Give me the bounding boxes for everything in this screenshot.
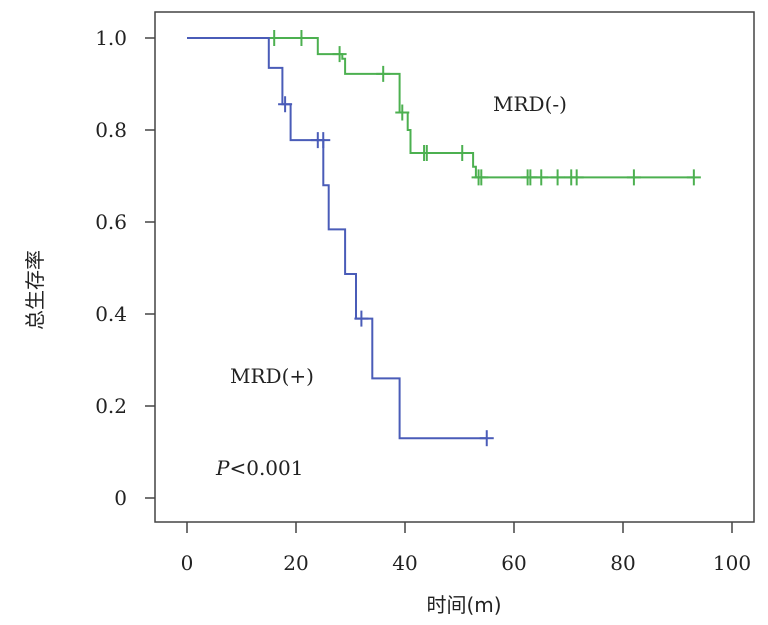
x-tick-label: 100 [713,551,751,575]
x-tick-label: 60 [501,551,526,575]
mrd-positive-label: MRD(+) [230,364,314,388]
mrd-positive-curve [187,37,487,440]
x-tick-label: 20 [283,551,308,575]
y-axis-title: 总生存率 [23,250,47,330]
mrd-positive-censor-mark [354,310,369,327]
mrd-negative-curve [187,37,694,179]
y-tick-label: 0.2 [95,394,127,418]
mrd-positive-censor-mark [479,430,494,447]
mrd-negative-censor-mark [686,169,701,186]
y-tick-label: 0.8 [95,118,127,142]
mrd-negative-censor-mark [294,30,309,46]
p-letter: P [215,456,230,480]
p-value-label: P<0.001 [215,456,303,480]
mrd-negative-censor-mark [332,46,347,63]
mrd-negative-censor-mark [419,145,434,161]
mrd-negative-censor-mark [395,104,410,121]
mrd-positive-censor-mark [278,96,293,113]
mrd-negative-censor-mark [474,169,489,186]
x-axis: 0 20 40 60 80 100 [181,522,751,575]
mrd-negative-censor-mark [534,169,549,186]
series-layer [187,30,701,447]
x-tick-label: 80 [610,551,635,575]
mrd-negative-censor-mark [550,169,565,186]
mrd-negative-censor-mark [569,169,584,186]
y-axis: 0 0.2 0.4 0.6 0.8 1.0 [95,26,155,510]
mrd-positive-censor-mark [316,132,331,149]
mrd-negative-censor-mark [626,169,641,186]
mrd-negative-censor-mark [455,145,470,161]
p-value: <0.001 [229,456,303,480]
y-tick-label: 0 [114,486,127,510]
y-tick-label: 1.0 [95,26,127,50]
x-tick-label: 40 [392,551,417,575]
plot-frame [154,11,755,523]
x-tick-label: 0 [181,551,194,575]
y-tick-label: 0.6 [95,210,127,234]
y-tick-label: 0.4 [95,302,127,326]
x-axis-title: 时间(m) [426,593,501,617]
mrd-negative-censor-mark [376,65,391,82]
mrd-negative-label: MRD(-) [493,92,567,116]
